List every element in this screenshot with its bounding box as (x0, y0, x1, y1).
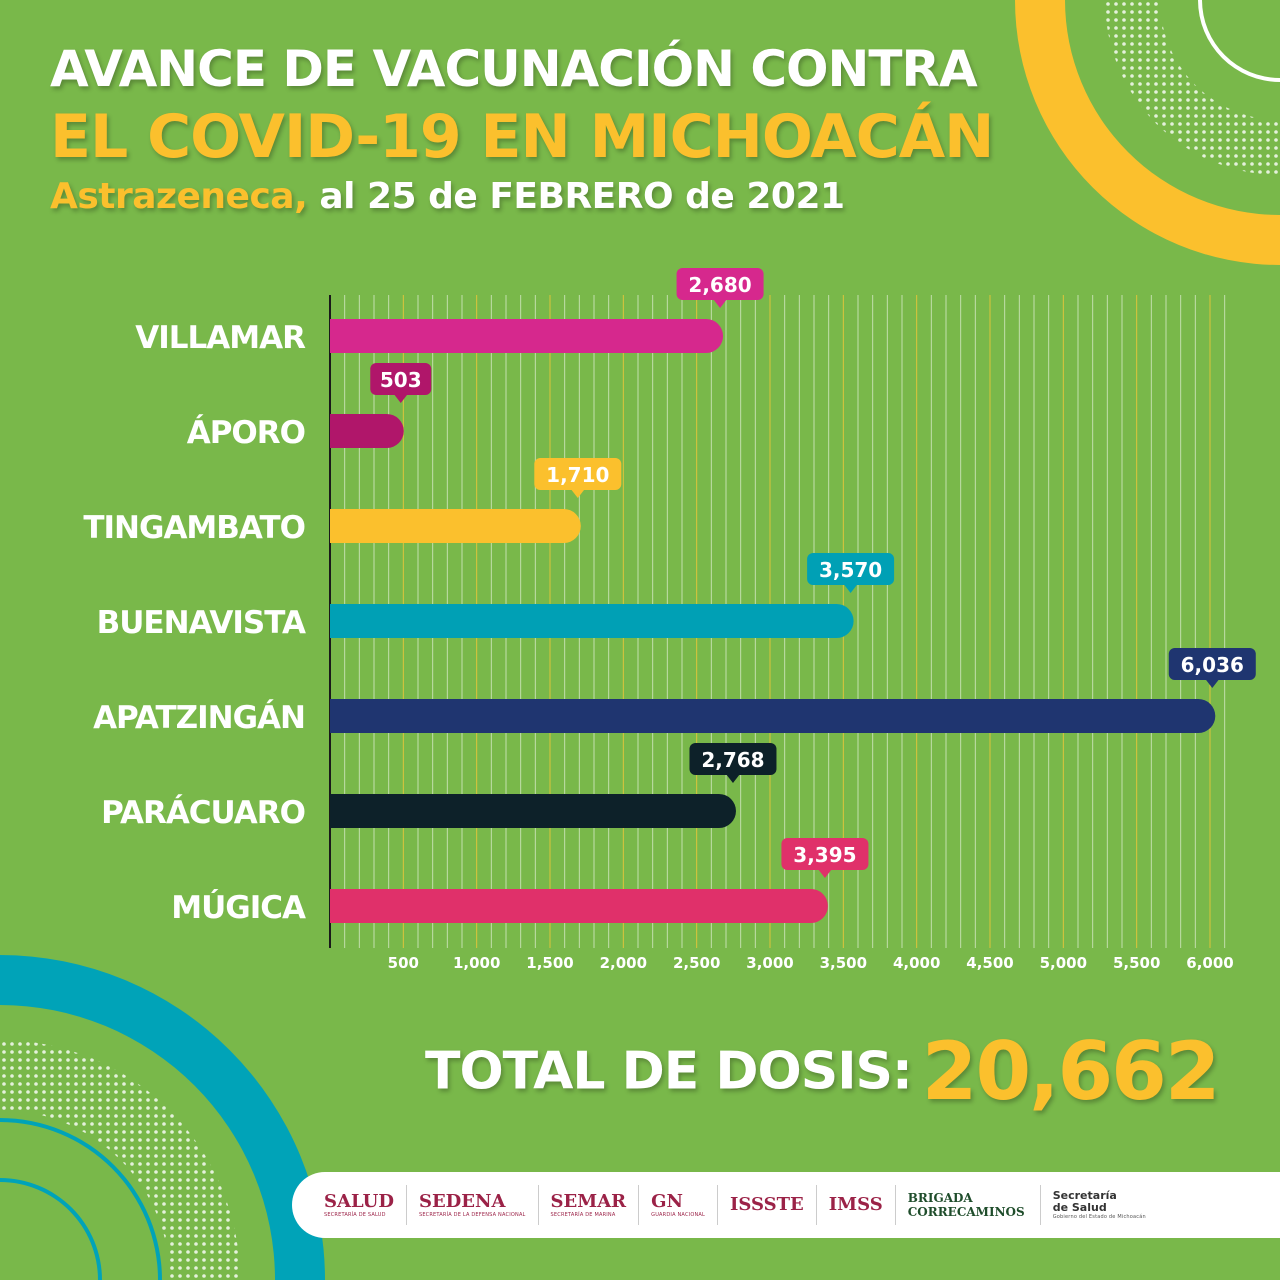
value-label: 2,680 (688, 273, 751, 297)
logo-subtitle: GUARDIA NACIONAL (651, 1212, 706, 1218)
bar-chart: 500 1,000 1,500 2,000 2,500 3,000 3,500 4,000 4,… (83, 268, 1256, 972)
logo-name: SEDENA (418, 1191, 506, 1212)
subtitle-vaccine: Astrazeneca, (50, 176, 308, 217)
title-line-1: AVANCE DE VACUNACIÓN CONTRA (50, 40, 978, 98)
x-tick-label: 4,500 (966, 954, 1013, 972)
x-tick-label: 2,500 (673, 954, 720, 972)
category-label: BUENAVISTA (97, 605, 306, 641)
total-value: 20,662 (921, 1025, 1221, 1118)
bar (330, 794, 736, 828)
logo-brigada-correcaminos: BRIGADA CORRECAMINOS (896, 1185, 1041, 1225)
data-label: 503 (370, 363, 432, 403)
x-tick-label: 1,000 (453, 954, 500, 972)
logo-subtitle: Gobierno del Estado de Michoacán (1052, 1214, 1146, 1220)
value-label: 2,768 (701, 748, 764, 772)
logo-name: ISSSTE (730, 1194, 804, 1215)
value-label: 3,570 (819, 558, 882, 582)
x-tick-label: 5,000 (1040, 954, 1087, 972)
logo-semar: SEMAR SECRETARÍA DE MARINA (539, 1185, 640, 1225)
bar (330, 699, 1216, 733)
logo-name: IMSS (828, 1194, 883, 1215)
logo-issste: ISSSTE (718, 1185, 817, 1225)
subtitle-date: al 25 de FEBRERO de 2021 (307, 176, 845, 217)
x-tick-label: 3,500 (820, 954, 867, 972)
logo-subtitle: SECRETARÍA DE MARINA (550, 1212, 616, 1218)
subtitle: Astrazeneca, al 25 de FEBRERO de 2021 (50, 176, 845, 217)
data-label: 3,570 (807, 553, 895, 593)
bar (330, 414, 404, 448)
logo-salud: SALUD SECRETARÍA DE SALUD (312, 1185, 407, 1225)
value-label: 1,710 (546, 463, 609, 487)
value-label: 3,395 (793, 843, 856, 867)
x-tick-label: 3,000 (746, 954, 793, 972)
logo-imss: IMSS (817, 1185, 896, 1225)
data-label: 2,768 (689, 743, 777, 783)
logo-name: BRIGADA CORRECAMINOS (907, 1191, 1025, 1219)
logo-name: SEMAR (550, 1191, 627, 1212)
value-label: 503 (380, 368, 422, 392)
x-tick-label: 1,500 (526, 954, 573, 972)
category-label: MÚGICA (171, 889, 306, 926)
data-label: 2,680 (676, 268, 764, 308)
logo-subtitle: SECRETARÍA DE SALUD (324, 1212, 386, 1218)
value-label: 6,036 (1181, 653, 1244, 677)
data-label: 3,395 (781, 838, 869, 878)
total-label: TOTAL DE DOSIS: (425, 1041, 913, 1102)
footer-logos: SALUD SECRETARÍA DE SALUD SEDENA SECRETARÍA… (292, 1172, 1280, 1238)
category-label: APATZINGÁN (93, 700, 305, 736)
data-label: 6,036 (1168, 648, 1256, 688)
bar (330, 319, 724, 353)
logo-name: SALUD (324, 1191, 394, 1212)
x-tick-label: 500 (388, 954, 419, 972)
bar (330, 889, 828, 923)
category-label: ÁPORO (187, 415, 305, 451)
x-tick-label: 5,500 (1113, 954, 1160, 972)
logo-secretar-a-de-salud: Secretaría de Salud Gobierno del Estado d… (1041, 1185, 1158, 1225)
logo-name: Secretaría de Salud (1052, 1189, 1117, 1214)
x-tick-label: 4,000 (893, 954, 940, 972)
x-tick-label: 2,000 (600, 954, 647, 972)
title-line-2: EL COVID-19 EN MICHOACÁN (50, 102, 994, 172)
bar (330, 509, 581, 543)
logo-name: GN (651, 1191, 683, 1212)
category-label: PARÁCUARO (101, 795, 305, 831)
category-label: TINGAMBATO (83, 510, 305, 546)
logo-sedena: SEDENA SECRETARÍA DE LA DEFENSA NACIONAL (407, 1185, 539, 1225)
logo-subtitle: SECRETARÍA DE LA DEFENSA NACIONAL (418, 1212, 526, 1218)
bar (330, 604, 854, 638)
x-tick-label: 6,000 (1186, 954, 1233, 972)
category-label: VILLAMAR (135, 320, 306, 356)
data-label: 1,710 (534, 458, 622, 498)
total-doses: TOTAL DE DOSIS: 20,662 (425, 1025, 1221, 1118)
logo-gn: GN GUARDIA NACIONAL (639, 1185, 719, 1225)
